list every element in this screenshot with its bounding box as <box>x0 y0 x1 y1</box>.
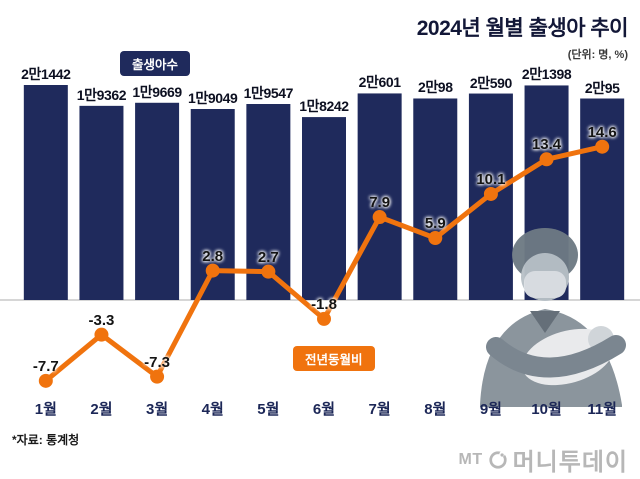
line-point-1월 <box>38 373 53 388</box>
logo-mt-text: MT <box>458 450 483 468</box>
line-point-8월 <box>428 231 443 246</box>
nurse-baby-photo <box>480 228 626 407</box>
bar-8월 <box>413 98 458 301</box>
line-point-9월 <box>483 186 498 201</box>
legend-badge-births: 출생아수 <box>120 51 191 76</box>
line-point-6월 <box>317 311 331 326</box>
legend-badge-yoy: 전년동월비 <box>293 346 375 371</box>
bar-1월 <box>23 85 68 300</box>
bar-2월 <box>79 105 124 300</box>
line-point-3월 <box>150 369 165 384</box>
line-point-10월 <box>539 152 554 167</box>
bar-11월 <box>580 98 625 300</box>
line-point-7월 <box>372 210 387 225</box>
line-point-4월 <box>205 263 220 278</box>
bar-3월 <box>135 102 180 301</box>
line-series <box>38 139 610 388</box>
line-point-5월 <box>261 264 276 279</box>
unit-note: (단위: 명, %) <box>567 49 628 61</box>
line-point-2월 <box>94 327 109 342</box>
source-footnote: *자료: 통계청 <box>12 433 80 447</box>
bar-7월 <box>357 93 402 301</box>
line-point-11월 <box>595 139 610 154</box>
logo-name-text: 머니투데이 <box>512 449 628 476</box>
page-title: 2024년 월별 출생아 추이 <box>416 17 629 40</box>
bar-6월 <box>302 117 346 301</box>
dial-circle-icon <box>488 450 507 469</box>
moneytoday-logo: MT 머니투데이 <box>458 442 628 477</box>
chart-header: 2024년 월별 출생아 추이 (단위: 명, %) <box>416 12 629 62</box>
